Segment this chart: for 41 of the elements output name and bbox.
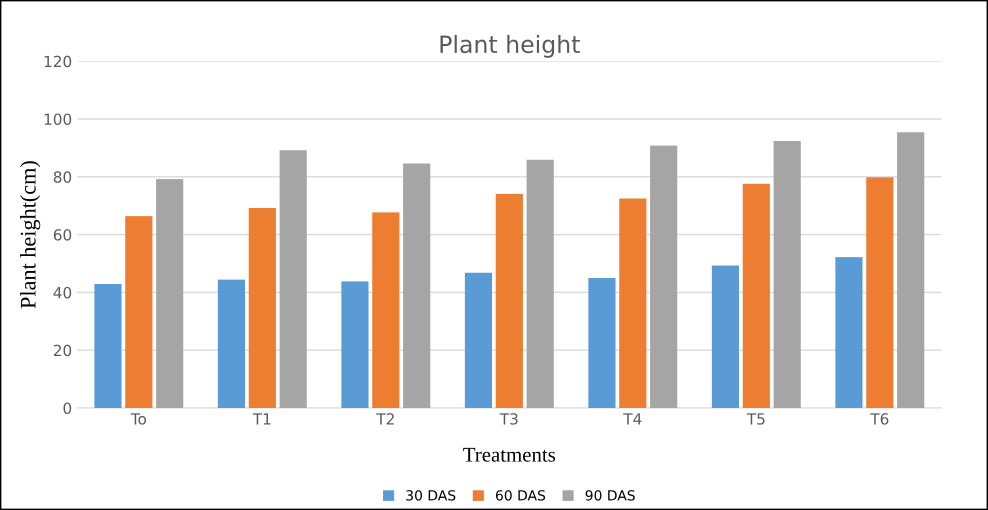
x-tick-label: T2 <box>376 413 394 424</box>
x-tick-label: To <box>130 413 146 425</box>
bar <box>403 164 430 408</box>
y-tick-label: 120 <box>44 56 72 68</box>
x-axis-title: Treatments <box>463 448 556 462</box>
bar <box>774 140 801 408</box>
bar <box>248 208 276 408</box>
bar <box>588 278 616 408</box>
bar <box>650 146 678 408</box>
bar <box>712 266 740 408</box>
bar <box>218 280 246 408</box>
x-tick-label: T1 <box>252 413 270 424</box>
y-tick-label: 80 <box>54 171 72 183</box>
bar <box>341 281 369 408</box>
legend-label: 60 DAS <box>496 490 546 501</box>
bar <box>619 198 646 408</box>
legend-label: 90 DAS <box>586 490 635 501</box>
bar <box>156 179 184 408</box>
bar <box>835 257 863 408</box>
x-tick-label: T3 <box>500 413 518 425</box>
x-tick-label: T6 <box>870 413 888 425</box>
y-tick-label: 60 <box>54 229 72 241</box>
y-tick-label: 100 <box>44 113 72 126</box>
bar <box>372 212 400 408</box>
bar <box>94 284 122 408</box>
bar <box>526 160 554 408</box>
bar <box>866 177 894 408</box>
y-tick-label: 20 <box>54 344 72 356</box>
y-tick-label: 0 <box>63 402 72 414</box>
bar <box>280 150 307 408</box>
bar <box>125 216 152 408</box>
bar <box>897 132 924 408</box>
legend-label: 30 DAS <box>406 490 456 501</box>
bar <box>496 194 523 408</box>
chart-title: Plant height <box>440 34 580 58</box>
bar <box>742 184 770 408</box>
y-axis-title: Plant height(cm) <box>20 161 40 308</box>
bar <box>464 272 492 408</box>
x-tick-label: T5 <box>746 413 765 425</box>
x-tick-label: T4 <box>623 413 642 424</box>
y-tick-label: 40 <box>54 286 72 298</box>
